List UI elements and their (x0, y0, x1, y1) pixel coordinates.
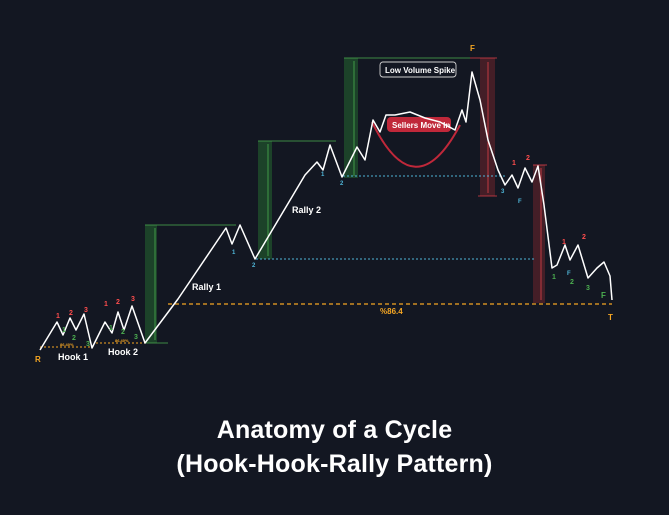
hook2-count-2: 2 (116, 299, 120, 306)
rally3-green-zone (344, 58, 358, 178)
fib-level-label: %86.4 (380, 307, 403, 316)
hook2-green-3: 3 (134, 334, 138, 341)
late-count-2: 2 (582, 234, 586, 241)
pivot-cyan-f: F (518, 199, 522, 205)
end-marker: T (608, 313, 613, 322)
low-volume-spike-box (379, 61, 457, 78)
sellers-move-in-label: Sellers Move In (392, 121, 450, 130)
low-volume-spike-label: Low Volume Spike (385, 66, 456, 75)
rally1-label: Rally 1 (192, 282, 221, 292)
rally2-green-zone (258, 141, 272, 259)
hook2-fib-label: 86.40% (115, 338, 129, 343)
late-green-2: 2 (570, 279, 574, 286)
hook1-green-2: 2 (72, 335, 76, 342)
late-green-1: 1 (552, 274, 556, 281)
hook2-label: Hook 2 (108, 347, 138, 357)
hook1-count-2: 2 (69, 310, 73, 317)
drop-count-1: 1 (512, 160, 516, 167)
reference-lines (40, 175, 612, 348)
title-line-2: (Hook-Hook-Rally Pattern) (176, 450, 493, 478)
pivot-cyan-3a: 3 (501, 189, 505, 195)
drop-count-2: 2 (526, 155, 530, 162)
rally2-label: Rally 2 (292, 205, 321, 215)
final-f-marker: F (601, 291, 606, 300)
late-green-3: 3 (586, 285, 590, 292)
hook1-fib-label: 86.40% (60, 342, 74, 347)
hook2-green-1: 1 (109, 325, 113, 332)
start-marker: R (35, 355, 41, 364)
hook1-green-3: 3 (86, 341, 90, 348)
drop2-red-zone (533, 165, 545, 303)
price-path (39, 71, 613, 351)
hook1-green-1: 1 (62, 327, 66, 334)
sellers-arc (371, 121, 461, 168)
pivot-cyan-f2: F (567, 271, 571, 277)
hook2-green-2: 2 (121, 329, 125, 336)
top-marker: F (470, 44, 475, 53)
hook2-count-1: 1 (104, 301, 108, 308)
pivot-cyan-1b: 1 (321, 172, 325, 178)
pivot-cyan-2a: 2 (252, 263, 256, 269)
pivot-cyan-1a: 1 (232, 250, 236, 256)
title-line-1: Anatomy of a Cycle (216, 416, 453, 444)
late-count-1: 1 (562, 239, 566, 246)
text-labels: Hook 1 Hook 2 Rally 1 Rally 2 Low Volume… (35, 44, 613, 364)
hook2-count-3: 3 (131, 296, 135, 303)
zones-layer (145, 57, 547, 344)
rally1-green-zone (145, 225, 157, 343)
pivot-cyan-2b: 2 (340, 181, 344, 187)
hook1-count-1: 1 (56, 313, 60, 320)
hook1-label: Hook 1 (58, 352, 88, 362)
drop1-red-zone (480, 58, 495, 196)
hook1-count-3: 3 (84, 307, 88, 314)
